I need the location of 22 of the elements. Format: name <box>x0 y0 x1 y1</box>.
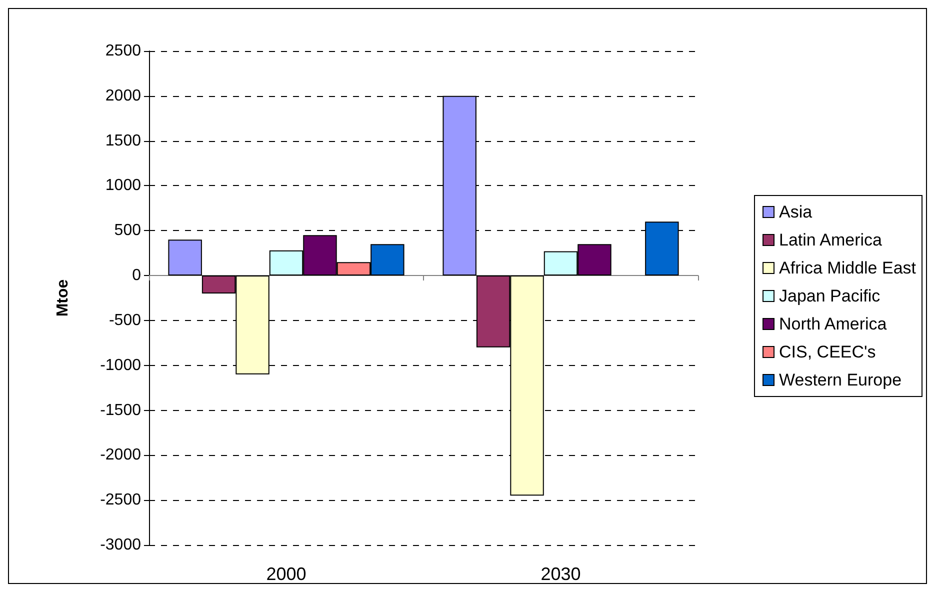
y-tick-label: -500 <box>108 312 142 329</box>
y-tick-label: -2000 <box>100 446 142 464</box>
y-tick-label: -1500 <box>100 402 142 419</box>
y-tick-label: 2500 <box>105 42 142 60</box>
x-tick-label: 2030 <box>540 564 581 584</box>
legend-label: Japan Pacific <box>779 286 881 306</box>
y-tick-label: 0 <box>132 267 142 284</box>
legend-label: Latin America <box>779 230 883 250</box>
y-tick-label: -3000 <box>100 536 142 554</box>
y-tick-label: -1000 <box>100 356 142 374</box>
y-axis-title: Mtoe <box>54 279 72 317</box>
y-tick-label: 2000 <box>105 87 142 104</box>
bar <box>168 240 202 276</box>
y-tick-label: 1500 <box>105 132 142 150</box>
legend-label: Africa Middle East <box>779 258 916 278</box>
legend-label: Western Europe <box>779 370 902 390</box>
legend-label: Asia <box>779 202 813 222</box>
y-tick-label: 1000 <box>105 177 142 194</box>
y-tick-label: 500 <box>114 222 142 240</box>
legend-label: North America <box>779 314 888 334</box>
y-tick-label: -2500 <box>100 492 142 509</box>
legend-label: CIS, CEEC's <box>779 342 876 362</box>
